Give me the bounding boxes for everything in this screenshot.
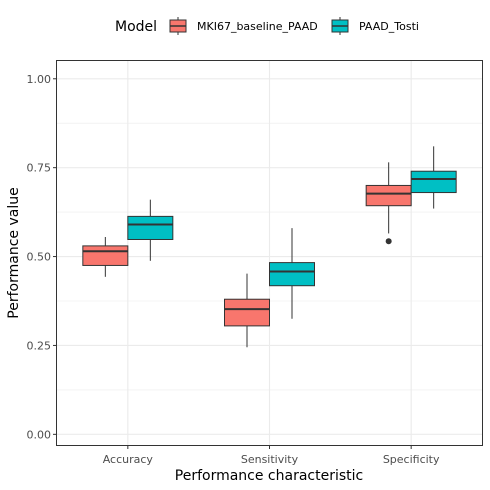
- x-axis: Accuracy Sensitivity Specificity: [103, 445, 440, 466]
- y-axis-title: Performance value: [6, 187, 22, 318]
- box-PAAD_Tosti-Specificity: [411, 146, 456, 208]
- box-body: [366, 185, 411, 205]
- x-tick-label: Specificity: [383, 453, 440, 466]
- legend-title: Model: [115, 19, 157, 35]
- y-axis: 0.00 0.25 0.50 0.75 1.00: [27, 73, 58, 442]
- box-body: [128, 216, 173, 239]
- box-MKI67_baseline_PAAD-Sensitivity: [225, 274, 270, 348]
- x-tick-label: Sensitivity: [241, 453, 299, 466]
- y-tick-label: 0.25: [27, 339, 52, 352]
- y-tick-label: 1.00: [27, 73, 52, 86]
- box-PAAD_Tosti-Sensitivity: [270, 228, 315, 319]
- x-axis-title: Performance characteristic: [175, 468, 363, 484]
- box-PAAD_Tosti-Accuracy: [128, 200, 173, 261]
- legend-item-0: MKI67_baseline_PAAD: [170, 17, 318, 35]
- box-body: [270, 263, 315, 286]
- box-body: [225, 299, 270, 326]
- legend-item-1: PAAD_Tosti: [332, 17, 419, 35]
- outlier-point: [386, 238, 392, 244]
- box-body: [411, 171, 456, 192]
- box-MKI67_baseline_PAAD-Accuracy: [83, 237, 128, 277]
- legend-label-1: PAAD_Tosti: [359, 20, 419, 33]
- y-tick-label: 0.75: [27, 162, 52, 175]
- y-tick-label: 0.00: [27, 428, 52, 441]
- legend: Model MKI67_baseline_PAAD PAAD_Tosti: [115, 17, 419, 35]
- box-MKI67_baseline_PAAD-Specificity: [366, 162, 411, 244]
- x-tick-label: Accuracy: [103, 453, 154, 466]
- legend-label-0: MKI67_baseline_PAAD: [197, 20, 318, 33]
- box-body: [83, 246, 128, 266]
- y-tick-label: 0.50: [27, 251, 52, 264]
